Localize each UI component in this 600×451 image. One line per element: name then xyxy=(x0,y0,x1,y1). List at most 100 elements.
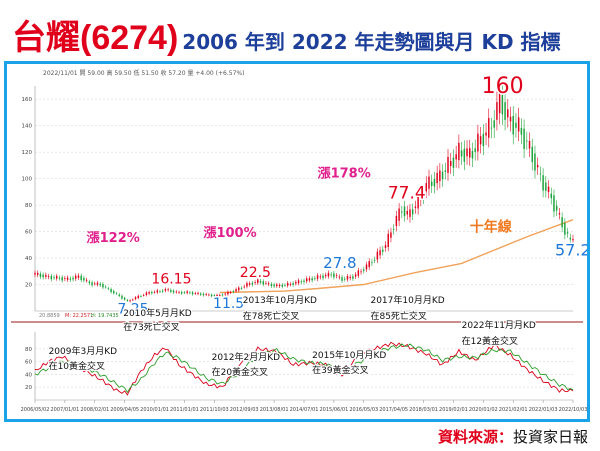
candle xyxy=(142,295,145,296)
candle xyxy=(121,295,123,299)
candle xyxy=(202,293,205,296)
kd-y-tick: 60 xyxy=(25,360,32,366)
kd-event-line1: 2022年11月月KD xyxy=(462,319,536,331)
price-y-tick: 80 xyxy=(25,203,32,209)
candle xyxy=(303,280,305,282)
x-tick-label: 2018/03/01 xyxy=(409,407,438,413)
candle xyxy=(300,281,303,283)
candle xyxy=(110,288,112,293)
candle xyxy=(376,251,379,260)
title-sub: 2006 年到 2022 年走勢圖與月 KD 指標 xyxy=(182,30,561,54)
candle xyxy=(311,278,313,281)
candle xyxy=(278,284,281,287)
candle xyxy=(322,275,324,279)
candle xyxy=(360,271,362,273)
candle xyxy=(477,133,479,152)
x-tick-label: 2010/01/01 xyxy=(140,407,169,413)
gain-label: 漲178% xyxy=(318,166,371,181)
candle xyxy=(140,296,142,297)
candle xyxy=(357,270,360,276)
candle xyxy=(526,140,528,142)
candle xyxy=(469,148,471,158)
x-tick-label: 2019/02/01 xyxy=(439,407,468,413)
candle xyxy=(534,153,536,171)
candle xyxy=(175,291,178,293)
kd-event-line1: 2010年5月月KD xyxy=(123,307,192,319)
candle xyxy=(545,182,547,191)
candle xyxy=(387,233,389,247)
candle xyxy=(305,278,308,282)
candle xyxy=(289,284,292,285)
candle xyxy=(219,295,221,296)
candle xyxy=(439,170,441,182)
candle xyxy=(194,293,197,294)
candle xyxy=(371,262,373,264)
candle xyxy=(148,292,150,294)
candle xyxy=(425,183,428,192)
kd-event-line2: 在85死亡交叉 xyxy=(370,310,426,322)
candle xyxy=(566,232,569,234)
candle xyxy=(262,281,264,285)
candle xyxy=(352,276,354,279)
candle xyxy=(69,278,72,280)
price-y-tick: 100 xyxy=(22,177,33,183)
gain-label: 漲122% xyxy=(87,231,140,246)
source-value: 投資家日報 xyxy=(512,428,588,446)
candle xyxy=(458,142,460,161)
candle xyxy=(66,277,69,280)
volume-label: H: 19.7435 xyxy=(91,313,119,319)
candle xyxy=(42,274,44,278)
candle xyxy=(512,116,514,135)
candle xyxy=(72,277,74,280)
x-tick-label: 2022/10/03 xyxy=(559,407,587,413)
candle xyxy=(428,176,430,189)
candle xyxy=(286,282,289,286)
candle xyxy=(561,217,563,228)
candle xyxy=(145,292,148,295)
candle xyxy=(80,275,82,281)
price-y-tick: 160 xyxy=(22,97,33,103)
candle xyxy=(129,300,131,302)
candle xyxy=(333,273,335,278)
candle xyxy=(273,284,275,287)
candle xyxy=(455,154,457,160)
candle xyxy=(248,283,251,285)
candle xyxy=(58,277,61,279)
candle xyxy=(531,146,533,163)
source-label: 資料來源： xyxy=(437,428,513,446)
candle xyxy=(104,286,107,288)
kd-event-line1: 2009年3月月KD xyxy=(49,345,118,357)
x-tick-label: 2022/01/03 xyxy=(529,407,558,413)
price-label: 77.4 xyxy=(388,184,426,204)
candle xyxy=(229,292,232,294)
candle xyxy=(99,283,101,286)
candle xyxy=(197,292,199,294)
candle xyxy=(64,278,66,279)
candle xyxy=(227,291,229,295)
gain-label: 漲100% xyxy=(203,226,256,241)
candle xyxy=(47,276,50,277)
candle xyxy=(270,283,273,287)
price-label: 22.5 xyxy=(240,265,271,281)
candle xyxy=(330,274,332,276)
candle xyxy=(96,282,99,285)
candle xyxy=(555,205,558,211)
x-tick-label: 2011/01/01 xyxy=(170,407,199,413)
stock-chart: 2022/11/01 開 59.00 高 59.50 低 51.50 收 57.… xyxy=(11,69,587,413)
candle xyxy=(151,291,153,294)
candle xyxy=(161,290,164,292)
kd-y-tick: 20 xyxy=(25,385,32,391)
candle xyxy=(449,161,452,166)
title-main: 台耀(6274) xyxy=(12,19,179,57)
candle xyxy=(235,289,237,292)
candle xyxy=(471,151,474,159)
candle xyxy=(134,297,137,300)
candle xyxy=(390,232,392,238)
candle xyxy=(259,281,262,283)
candle xyxy=(308,278,311,281)
candle xyxy=(504,102,506,120)
candle xyxy=(238,287,240,291)
candle xyxy=(401,211,403,213)
price-label: 16.15 xyxy=(151,272,191,288)
candle xyxy=(452,157,455,168)
